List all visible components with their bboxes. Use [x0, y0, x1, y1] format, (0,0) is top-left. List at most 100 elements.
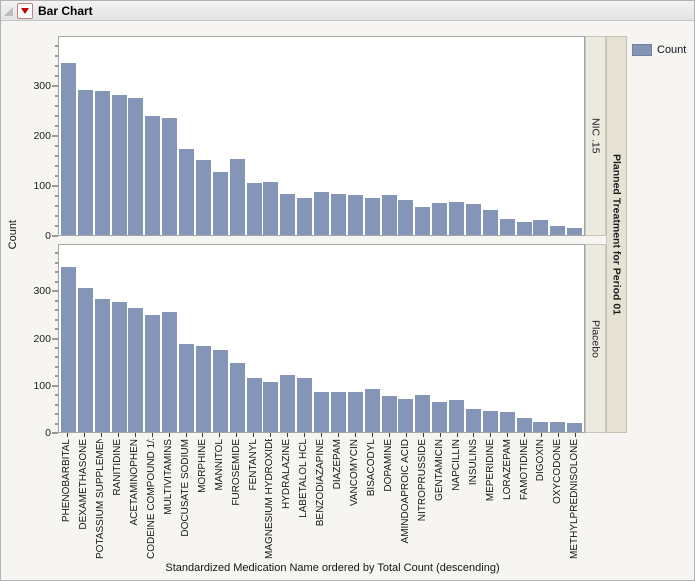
y-minor-tick [55, 75, 58, 77]
bar[interactable] [567, 423, 583, 432]
bar[interactable] [212, 350, 228, 432]
bar[interactable] [263, 181, 279, 235]
bar[interactable] [465, 408, 481, 432]
bar[interactable] [179, 344, 195, 432]
bar[interactable] [77, 89, 93, 235]
bar[interactable] [398, 199, 414, 235]
bar[interactable] [499, 412, 515, 432]
bar[interactable] [195, 346, 211, 432]
y-minor-tick [55, 375, 58, 377]
bar-cell [347, 37, 364, 235]
bars-row [60, 37, 583, 235]
bar[interactable] [499, 218, 515, 235]
bar[interactable] [162, 118, 178, 235]
bar[interactable] [94, 90, 110, 235]
bar[interactable] [111, 301, 127, 432]
bar[interactable] [145, 314, 161, 432]
bar[interactable] [60, 266, 76, 432]
bar-cell [465, 245, 482, 432]
bar-cell [431, 245, 448, 432]
bar[interactable] [195, 160, 211, 235]
bar[interactable] [111, 94, 127, 235]
bar[interactable] [347, 195, 363, 235]
bar[interactable] [229, 159, 245, 235]
bar[interactable] [128, 97, 144, 235]
bar-cell [330, 37, 347, 235]
bar[interactable] [246, 377, 262, 432]
x-label-cell: VANCOMYCIN [347, 433, 364, 560]
bar[interactable] [297, 377, 313, 432]
bar[interactable] [179, 149, 195, 235]
y-major-tick [52, 432, 58, 434]
bar[interactable] [297, 198, 313, 235]
bar-cell [246, 245, 263, 432]
panel-nic15 [58, 36, 585, 236]
bar[interactable] [162, 312, 178, 432]
x-tick-label: DEXAMETHASONE [79, 439, 90, 530]
bar[interactable] [364, 198, 380, 235]
y-axis-title-container: Count [7, 36, 19, 433]
bar[interactable] [381, 396, 397, 432]
x-tick [168, 433, 170, 437]
bar[interactable] [550, 421, 566, 432]
x-tick-label: AMINDOAPROIC ACID [400, 439, 411, 544]
legend-swatch[interactable] [632, 44, 652, 56]
bar-cell [347, 245, 364, 432]
bar[interactable] [533, 422, 549, 432]
bar[interactable] [263, 381, 279, 432]
bar[interactable] [516, 418, 532, 432]
bar[interactable] [330, 391, 346, 432]
bar[interactable] [60, 62, 76, 235]
bar[interactable] [381, 195, 397, 235]
bar[interactable] [432, 202, 448, 235]
bar[interactable] [145, 115, 161, 235]
bar[interactable] [482, 210, 498, 235]
bar[interactable] [330, 194, 346, 235]
y-minor-tick [55, 413, 58, 415]
bar[interactable] [128, 308, 144, 432]
y-minor-tick [55, 225, 58, 227]
bar-cell [499, 245, 516, 432]
bar[interactable] [314, 391, 330, 432]
y-minor-tick [55, 300, 58, 302]
bar[interactable] [364, 389, 380, 432]
red-triangle-menu-button[interactable] [17, 2, 33, 19]
bar[interactable] [314, 191, 330, 235]
x-tick [304, 433, 306, 437]
x-tick-label: METHYLPREDNISOLONE [570, 439, 581, 559]
bar[interactable] [77, 288, 93, 432]
bar[interactable] [567, 228, 583, 235]
bar-cell [431, 37, 448, 235]
bar-cell [279, 37, 296, 235]
bar[interactable] [94, 299, 110, 432]
bar[interactable] [550, 226, 566, 235]
bar[interactable] [280, 193, 296, 235]
bar[interactable] [415, 207, 431, 235]
bar[interactable] [516, 221, 532, 235]
bar[interactable] [449, 202, 465, 235]
x-tick [405, 433, 407, 437]
bar[interactable] [465, 204, 481, 235]
bar[interactable] [432, 402, 448, 432]
bar[interactable] [246, 182, 262, 235]
bar-cell [533, 37, 550, 235]
bar-cell [263, 37, 280, 235]
bar[interactable] [229, 363, 245, 432]
bar[interactable] [533, 220, 549, 235]
bar[interactable] [482, 410, 498, 432]
panel-label-strip-nic15: NIC .15 [585, 36, 606, 236]
bar[interactable] [280, 374, 296, 432]
bar-cell [60, 245, 77, 432]
disclosure-triangle-icon[interactable] [4, 7, 13, 16]
x-tick-label: BISACODYL [367, 439, 378, 497]
bar[interactable] [398, 398, 414, 432]
bar-cell [195, 37, 212, 235]
bar[interactable] [415, 395, 431, 432]
x-label-cell: MANNITOL [211, 433, 228, 560]
bar[interactable] [449, 400, 465, 432]
y-major-tick [52, 85, 58, 87]
bar-cell [111, 245, 128, 432]
bar[interactable] [212, 171, 228, 235]
bar[interactable] [347, 392, 363, 432]
bar-cell [128, 37, 145, 235]
